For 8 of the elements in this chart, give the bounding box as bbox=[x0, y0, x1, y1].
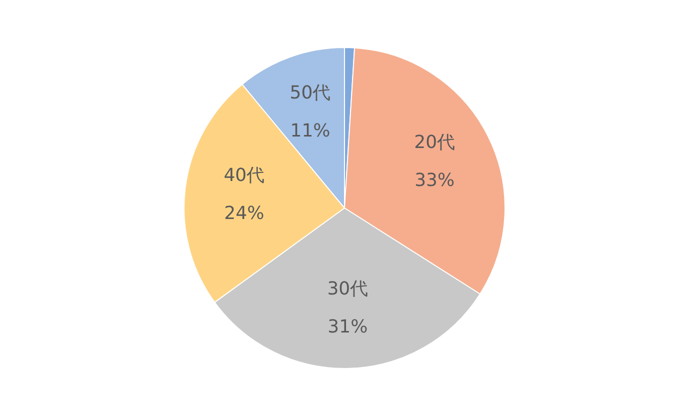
slice-label: 50代 bbox=[290, 82, 331, 104]
slice-label: 30代 bbox=[327, 278, 368, 300]
slice-label: 20代 bbox=[414, 132, 456, 153]
data-label: 33% bbox=[414, 170, 455, 191]
slice-label: 40代 bbox=[224, 165, 265, 186]
data-label: 31% bbox=[328, 316, 368, 338]
data-label: 11% bbox=[290, 120, 330, 142]
data-label: 24% bbox=[224, 203, 264, 224]
